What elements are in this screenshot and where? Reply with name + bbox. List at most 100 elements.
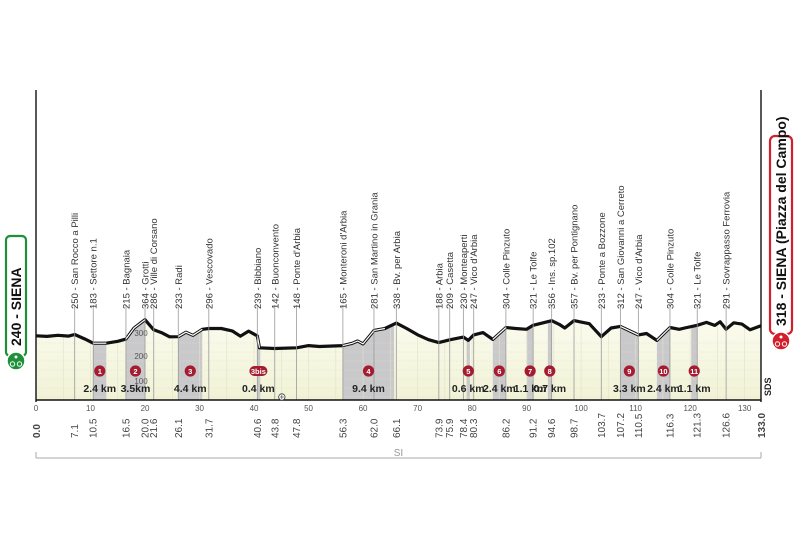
sector-length-label: 9.4 km [352, 383, 385, 395]
grid-lines: 100 200 300 [36, 319, 761, 400]
waypoint-label: 239 - Bibbiano [253, 248, 264, 309]
x-tick-label: 40 [250, 404, 259, 413]
x-tick-label: 70 [413, 404, 422, 413]
gravel-line-highlight [492, 327, 507, 340]
gravel-line-highlight [620, 325, 639, 336]
waypoint-km-label: 20.0 [141, 418, 152, 438]
waypoint-label: 286 - Ville di Corsano [149, 218, 160, 309]
svg-text:6: 6 [497, 367, 501, 376]
sector-badge [184, 365, 196, 377]
x-tick-label: 100 [574, 404, 588, 413]
waypoint-label: 148 - Ponte d'Arbia [292, 227, 303, 309]
waypoint-label: 183 - Settore n.1 [89, 238, 100, 309]
finish-label: 318 - SIENA (Piazza del Campo) [773, 116, 789, 326]
svg-text:1: 1 [98, 367, 102, 376]
waypoint-km-label: 98.7 [570, 418, 581, 438]
waypoint-label: 209 - Casetta [445, 251, 456, 309]
svg-text:8: 8 [548, 367, 552, 376]
sector-length-label: 4.4 km [174, 383, 207, 395]
waypoint-label: 304 - Colle Pinzuto [665, 229, 676, 309]
waypoint-km-label: 116.3 [665, 413, 676, 438]
waypoint-label: 291 - Sovrappasso Ferrovia [722, 191, 733, 309]
profile-line [35, 318, 762, 351]
x-tick-label: 80 [468, 404, 477, 413]
x-tick-label: 120 [683, 404, 697, 413]
waypoint-labels: 250 - San Rocco a Pilli 183 - Settore n.1… [70, 185, 733, 400]
x-tick-label: 30 [195, 404, 204, 413]
route-type-label: SI [394, 448, 403, 459]
svg-text:11: 11 [690, 367, 698, 376]
svg-text:2: 2 [133, 367, 137, 376]
elevation-line [35, 318, 762, 351]
sector-length-label: 3.5km [121, 383, 151, 395]
sector-badge [657, 365, 670, 377]
sector-length-label: 0.7 km [533, 383, 566, 395]
waypoint-label: 233 - Ponte a Bozzone [597, 212, 608, 309]
sector-badge [623, 365, 635, 377]
waypoint-km-label: 121.3 [693, 413, 704, 438]
x-axis: 7.1 10.5 16.5 20.021.6 26.1 31.7 40.6 43.8 47.8 5… [32, 90, 773, 438]
sector-badge [362, 365, 375, 377]
x-tick-label: 60 [359, 404, 368, 413]
waypoint-km-label: 43.8 [270, 418, 281, 438]
waypoint-km-label: 16.5 [121, 418, 132, 438]
waypoint-km-label: 73.9 [434, 418, 445, 438]
waypoint-km-label: 78.4 [459, 418, 470, 438]
sector-length-label: 0.4 km [242, 383, 275, 395]
waypoint-label: 281 - San Martino in Grania [369, 192, 380, 309]
x-tick-label: 20 [141, 404, 150, 413]
gravel-line-highlight [656, 327, 671, 341]
sector-length-label: 2.4 km [83, 383, 116, 395]
gravel-line-highlight [125, 319, 146, 340]
waypoint-km-label: 80.3 [469, 418, 480, 438]
route-type-bar: SI [35, 448, 762, 459]
sector-badge [94, 365, 106, 377]
gravel-sector-band [547, 319, 552, 400]
sector-badge [544, 365, 556, 377]
waypoint-km-label: 75.9 [445, 418, 456, 438]
waypoint-label: 357 - Bv. per Pontignano [570, 205, 581, 309]
waypoint-label: 188 - Arbia [434, 262, 445, 309]
svg-text:7: 7 [528, 367, 532, 376]
start-label: 240 - SIENA [8, 267, 24, 346]
gravel-sector-band [125, 319, 146, 400]
sector-badge [129, 365, 142, 377]
gravel-sector-band [620, 319, 639, 400]
svg-text:9: 9 [627, 367, 631, 376]
sector-badges: 1 2.4 km 2 3.5km 3 4.4 km 3bis 0.4 km 4 9.4 km 5 0.… [83, 365, 711, 395]
waypoint-label: 312 - San Giovanni a Cerreto [616, 185, 627, 309]
finish-cyclist-icon [771, 331, 791, 351]
x-tick-label: 130 [738, 404, 752, 413]
altitude-tick-label: 100 [134, 377, 148, 386]
finish-km-label: 133.0 [757, 413, 768, 438]
waypoint-km-label: 40.6 [253, 418, 264, 438]
waypoint-label: 364 - Grotti [141, 261, 152, 309]
waypoint-label: 142 - Buonconvento [270, 224, 281, 309]
start-finish-labels: 240 - SIENA 318 - SIENA (Piazza del Campo… [4, 116, 794, 371]
x-tick-label: 50 [304, 404, 313, 413]
start-km-label: 0.0 [32, 424, 43, 438]
waypoint-label: 321 - Le Tolfe [529, 252, 540, 309]
gravel-sectors [93, 319, 698, 400]
sector-badge [524, 365, 536, 377]
waypoint-km-label: 94.6 [547, 418, 558, 438]
waypoint-label: 338 - Bv. per Arbia [392, 230, 403, 309]
sector-length-label: 1.1 km [514, 383, 547, 395]
svg-text:10: 10 [659, 367, 667, 376]
altitude-tick-label: 200 [134, 352, 148, 361]
waypoint-label: 321 - Le Tolfe [693, 252, 704, 309]
profile-area [36, 319, 761, 400]
waypoint-km-label: 26.1 [174, 418, 185, 438]
waypoint-label: 230 - Monteaperti [459, 235, 470, 309]
waypoint-km-label: 56.3 [338, 418, 349, 438]
waypoint-km-label: 62.0 [369, 418, 380, 438]
waypoint-km-label: 110.5 [634, 413, 645, 438]
svg-text:3: 3 [188, 367, 192, 376]
sector-badge [688, 365, 700, 377]
sector-length-label: 2.4 km [647, 383, 680, 395]
profile-background [36, 319, 761, 400]
gravel-sector-band [178, 319, 203, 400]
waypoint-km-label: 107.2 [616, 413, 627, 438]
waypoint-label: 215 - Bagnaia [121, 249, 132, 309]
